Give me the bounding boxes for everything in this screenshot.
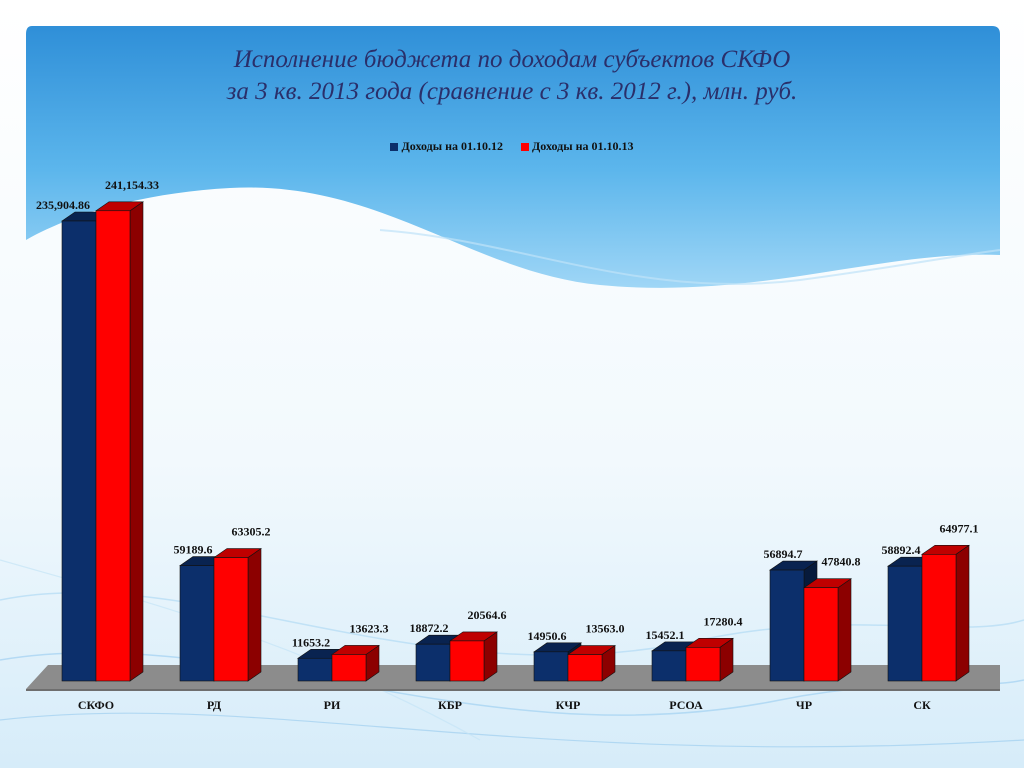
chart-floor-edge [26, 689, 1000, 691]
value-label-1-РСОА: 15452.1 [646, 628, 685, 642]
value-label-1-СКФО: 235,904.86 [36, 198, 90, 212]
value-label-2-РД: 63305.2 [232, 525, 271, 539]
category-label-КЧР: КЧР [556, 698, 581, 712]
value-label-1-ЧР: 56894.7 [764, 547, 803, 561]
bar-2-СК [921, 544, 970, 682]
bar-2-РД [213, 547, 262, 682]
bar-2-РИ [331, 644, 380, 682]
category-label-РД: РД [207, 698, 222, 712]
category-label-КБР: КБР [438, 698, 462, 712]
chart-title-line2: за 3 кв. 2013 года (сравнение с 3 кв. 20… [226, 78, 798, 105]
bar-2-СКФО [95, 201, 144, 682]
chart-floor-top [26, 665, 1000, 689]
category-label-ЧР: ЧР [796, 698, 812, 712]
category-label-СК: СК [913, 698, 931, 712]
bar-2-КБР [449, 631, 498, 682]
category-label-РИ: РИ [324, 698, 341, 712]
legend-item-series1: Доходы на 01.10.12 [390, 139, 503, 154]
value-label-2-ЧР: 47840.8 [822, 555, 861, 569]
value-label-2-РСОА: 17280.4 [704, 614, 743, 628]
chart-value-labels: 235,904.86 241,154.33 59189.6 63305.2 11653.… [36, 178, 979, 650]
value-label-1-КБР: 18872.2 [410, 621, 449, 635]
chart-legend: Доходы на 01.10.12 Доходы на 01.10.13 [0, 139, 1024, 154]
category-label-СКФО: СКФО [78, 698, 114, 712]
legend-label-series2: Доходы на 01.10.13 [532, 139, 634, 153]
chart-title-line1: Исполнение бюджета по доходам субъектов … [233, 46, 791, 73]
chart-bars [61, 201, 970, 682]
value-label-1-РИ: 11653.2 [292, 635, 330, 649]
bar-2-РСОА [685, 637, 734, 682]
value-label-2-КБР: 20564.6 [468, 608, 507, 622]
value-label-2-СК: 64977.1 [940, 521, 979, 535]
bar-2-ЧР [803, 578, 852, 682]
chart-title: Исполнение бюджета по доходам субъектов … [0, 44, 1024, 108]
category-label-РСОА: РСОА [669, 698, 703, 712]
legend-label-series1: Доходы на 01.10.12 [401, 139, 503, 153]
value-label-2-РИ: 13623.3 [350, 621, 389, 635]
legend-item-series2: Доходы на 01.10.13 [521, 139, 634, 154]
bar-2-КЧР [567, 644, 616, 682]
chart-category-labels: СКФО РД РИ КБР КЧР РСОА ЧР СК [78, 698, 931, 712]
legend-swatch-series2 [521, 142, 529, 151]
value-label-2-СКФО: 241,154.33 [105, 178, 159, 192]
value-label-2-КЧР: 13563.0 [586, 622, 625, 636]
value-label-1-СК: 58892.4 [882, 543, 921, 557]
value-label-1-РД: 59189.6 [174, 543, 213, 557]
value-label-1-КЧР: 14950.6 [528, 629, 567, 643]
legend-swatch-series1 [390, 142, 399, 151]
chart-floor [26, 665, 1000, 691]
